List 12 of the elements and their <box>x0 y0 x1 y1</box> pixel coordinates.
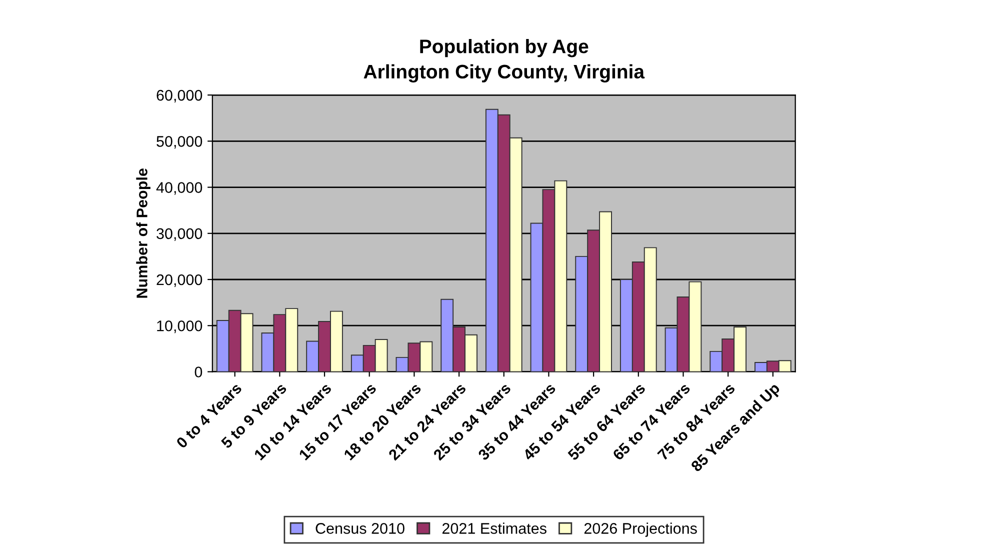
y-tick-label: 60,000 <box>156 90 202 103</box>
chart-title: Population by Age Arlington City County, Virginia <box>364 39 645 82</box>
y-tick-label: 20,000 <box>156 274 202 287</box>
y-tick-label: 40,000 <box>156 182 202 195</box>
y-axis-title: Number of People <box>136 168 150 298</box>
legend-label: Census 2010 <box>316 523 404 534</box>
y-tick-label: 0 <box>194 366 202 378</box>
y-tick-label: 50,000 <box>156 136 202 149</box>
legend-label: 2021 Estimates <box>442 522 546 534</box>
legend-label: 2026 Projections <box>584 522 697 537</box>
y-tick-label: 30,000 <box>156 228 202 241</box>
y-tick-label: 10,000 <box>157 320 202 334</box>
